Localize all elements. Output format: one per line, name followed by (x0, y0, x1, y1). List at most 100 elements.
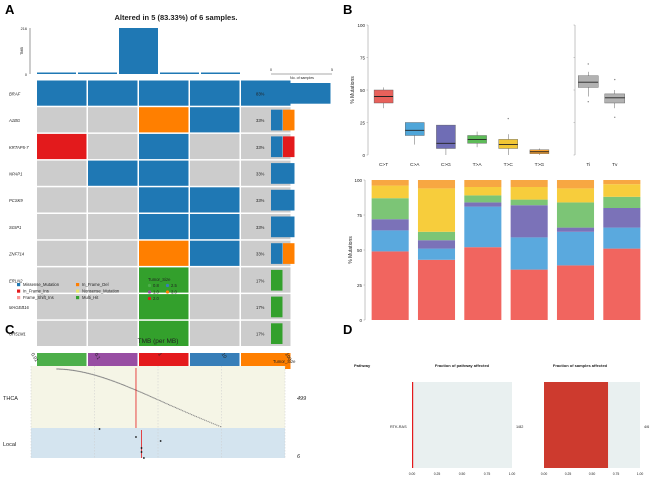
d-right-x-tick: 0.75 (613, 472, 620, 476)
gene-label: MAGEB16 (9, 305, 29, 310)
panel-letter-b: B (343, 2, 352, 17)
c-thca-point (131, 387, 133, 390)
stacked-bar-segment (556, 202, 595, 228)
c-thca-point (160, 400, 162, 402)
c-thca-point (59, 368, 61, 370)
legend-label: Frame_Shift_Ins (23, 295, 54, 300)
c-thca-point (74, 370, 76, 372)
c-thca-point (110, 379, 112, 381)
mutation-cell (139, 133, 189, 160)
c-thca-point (65, 368, 67, 371)
c-thca-point (57, 368, 59, 370)
stacked-bar-segment (510, 269, 548, 320)
c-thca-point (182, 410, 184, 412)
c-thca-point (153, 397, 155, 399)
gene-count-bar (271, 136, 283, 158)
c-thca-point (163, 402, 166, 404)
b-bottom-y-tick: 25 (357, 283, 363, 288)
c-thca-point (121, 384, 123, 386)
c-thca-point (77, 370, 79, 372)
c-local-point (140, 451, 143, 453)
mutation-cell (139, 187, 189, 213)
mutation-cell (139, 80, 189, 106)
c-thca-point (154, 398, 157, 400)
mutation-cell (190, 187, 240, 213)
c-thca-point (197, 416, 199, 418)
tmb-axis-label: TMB (20, 47, 24, 55)
gene-count-bar (283, 136, 295, 158)
c-thca-point (71, 369, 73, 371)
c-local-point (140, 447, 143, 449)
c-thca-point (120, 383, 122, 385)
c-thca-point (188, 412, 190, 414)
c-x-tick: 1 (156, 352, 163, 358)
gene-count-bar (271, 216, 295, 238)
b-bottom-y-tick: 100 (354, 178, 362, 183)
c-local-point (135, 436, 137, 438)
mutation-cell (190, 267, 240, 293)
d-left-x-tick: 0.25 (434, 472, 441, 476)
d-pathway-header: Pathway (354, 363, 371, 368)
legend-tumor-dot (165, 290, 170, 294)
samples-axis-tick: 5 (331, 68, 333, 72)
c-thca-point (132, 388, 134, 390)
c-thca-point (133, 388, 135, 391)
stacked-bar-segment (371, 251, 409, 320)
stacked-bar-segment (556, 231, 595, 266)
oncoplot-title: Altered in 5 (83.33%) of 6 samples. (115, 13, 238, 22)
gene-label: A1BG (8, 118, 21, 123)
d-right-x-tick: 0.50 (589, 472, 596, 476)
c-cohort-label: THCA (3, 396, 18, 402)
stacked-bar-segment (371, 198, 409, 220)
c-thca-point (165, 402, 167, 404)
mutation-cell (88, 267, 138, 293)
c-thca-point (70, 369, 72, 371)
c-thca-point (156, 398, 158, 400)
c-x-tick: 0.1 (93, 352, 102, 361)
c-x-tick: 100 (283, 352, 292, 362)
c-cohort-n: 6 (297, 454, 301, 460)
mutation-cell (88, 187, 138, 213)
legend-tumor-value: 2.5 (171, 283, 177, 288)
c-thca-point (118, 382, 120, 384)
b-bottom-y-tick: 0 (359, 318, 362, 323)
c-thca-point (174, 406, 176, 409)
c-thca-point (97, 375, 99, 377)
samples-axis-label: No. of samples (290, 76, 314, 80)
stacked-bar-segment (556, 265, 595, 320)
tmb-bar (201, 72, 240, 74)
d-right-x-tick: 0.25 (565, 472, 572, 476)
c-thca-point (106, 378, 108, 380)
c-thca-point (129, 387, 131, 389)
gene-percent: 17% (256, 332, 265, 337)
c-thca-point (85, 372, 88, 374)
panel-letter-c: C (5, 322, 15, 337)
legend-tumor-dot (147, 290, 152, 294)
mutation-cell (241, 320, 291, 346)
b-top-y-tick: 50 (360, 88, 366, 93)
d-pathway-name: RTK-RAS (390, 425, 407, 429)
gene-percent: 33% (256, 252, 265, 257)
gene-count-bar (271, 189, 295, 211)
gene-count-bar (271, 296, 283, 318)
mutation-cell (139, 267, 189, 293)
stacked-bar-segment (464, 206, 502, 248)
mutation-cell (88, 320, 138, 346)
d-right-x-tick: 0.00 (541, 472, 548, 476)
c-thca-point (61, 368, 63, 370)
c-thca-point (170, 405, 172, 407)
gene-label: NPAP1 (9, 171, 22, 176)
c-thca-point (79, 370, 81, 373)
c-thca-point (99, 376, 101, 378)
gene-count-bar (271, 243, 283, 264)
c-thca-point (176, 407, 178, 409)
mutation-cell (190, 240, 240, 266)
mutation-cell (88, 240, 138, 266)
c-thca-point (207, 420, 209, 423)
c-thca-point (100, 376, 102, 378)
titv-outlier (587, 63, 589, 65)
c-thca-point (88, 373, 90, 375)
stacked-bar-segment (464, 195, 502, 203)
titv-box (604, 93, 625, 104)
stacked-bar-segment (510, 199, 548, 206)
